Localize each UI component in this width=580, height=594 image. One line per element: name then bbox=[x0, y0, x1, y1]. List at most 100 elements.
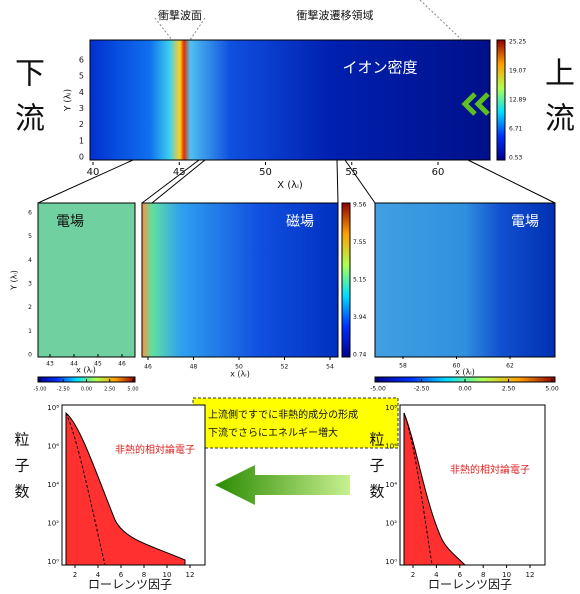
tick-label: 40 bbox=[87, 167, 100, 178]
tick-label: -2.50 bbox=[57, 387, 70, 393]
figure: 衝撃波面 衝撃波遷移領域 下 流 上 流 イオン密度 X (λᵢ) Y (λᵢ)… bbox=[0, 0, 580, 594]
tick-label: 10⁴ bbox=[385, 481, 397, 489]
note: ・下流でさらにエネルギー増大 bbox=[198, 426, 338, 439]
note: ・上流側ですでに非熱的成分の形成 bbox=[198, 408, 358, 421]
tick-label: 10 bbox=[502, 571, 511, 579]
tick-label: 4 bbox=[434, 571, 439, 579]
panel-title: 電場 bbox=[56, 214, 84, 230]
arrow bbox=[215, 465, 350, 505]
tick-label: 10² bbox=[47, 520, 59, 528]
tick-label: 55 bbox=[345, 167, 358, 178]
tick-label: 45 bbox=[94, 361, 102, 368]
label: 流 bbox=[545, 102, 575, 137]
panel-title: 磁場 bbox=[286, 214, 314, 230]
tick-label: 3 bbox=[79, 104, 84, 113]
tick-label: 5 bbox=[28, 233, 32, 240]
tick-label: 9.56 bbox=[353, 202, 367, 209]
tick-label: 0.53 bbox=[509, 155, 523, 162]
tick-label: -5.00 bbox=[370, 386, 386, 393]
axis-label: 数 bbox=[369, 483, 384, 501]
label: 上 bbox=[545, 57, 575, 92]
tick-label: 5.00 bbox=[545, 386, 559, 393]
tick-label: 10² bbox=[385, 520, 397, 528]
tick-label: 10⁸ bbox=[385, 404, 397, 412]
tick-label: 4 bbox=[28, 257, 32, 264]
tick-label: 10⁰ bbox=[47, 558, 59, 566]
tick-label: 8 bbox=[481, 571, 485, 579]
tick-label: 8 bbox=[142, 571, 146, 579]
panel-title: 電場 bbox=[511, 214, 539, 230]
tick-label: 6 bbox=[119, 571, 124, 579]
tick-label: 44 bbox=[70, 361, 78, 368]
tick-label: 0 bbox=[79, 153, 84, 162]
axis-label: ローレンツ因子 bbox=[428, 578, 512, 592]
tick-label: 5.15 bbox=[353, 277, 367, 284]
tick-label: 7.55 bbox=[353, 239, 367, 246]
label: 流 bbox=[15, 102, 45, 137]
tick-label: 46 bbox=[118, 361, 126, 368]
axis-label: 粒 bbox=[14, 431, 29, 449]
tick-label: 10⁸ bbox=[47, 404, 59, 412]
tick-label: 43 bbox=[46, 361, 54, 368]
tick-label: 2 bbox=[79, 120, 84, 129]
efield-map bbox=[38, 203, 135, 357]
axis-label: ローレンツ因子 bbox=[88, 578, 172, 592]
label: 下 bbox=[15, 57, 45, 92]
tick-label: 10⁴ bbox=[47, 481, 59, 489]
tick-label: 10⁶ bbox=[47, 443, 59, 451]
label: 衝撃波遷移領域 bbox=[297, 8, 374, 22]
tick-label: 12 bbox=[526, 571, 535, 579]
axis-label: X (λᵢ) bbox=[277, 180, 303, 191]
annotation: 非熱的相対論電子 bbox=[450, 463, 530, 476]
tick-label: 46 bbox=[144, 364, 152, 371]
tick-label: 12 bbox=[186, 571, 195, 579]
tick-label: 0.00 bbox=[458, 386, 472, 393]
tick-label: 6 bbox=[79, 56, 84, 65]
tick-label: 0 bbox=[28, 352, 32, 359]
tick-label: 54 bbox=[326, 364, 334, 371]
label: 衝撃波面 bbox=[158, 8, 202, 22]
axis-label: 粒 bbox=[369, 431, 384, 449]
tick-label: 60 bbox=[432, 167, 445, 178]
tick-label: 25.25 bbox=[509, 39, 526, 46]
tick-label: 50 bbox=[259, 167, 272, 178]
tick-label: 6 bbox=[28, 210, 32, 217]
tick-label: 19.07 bbox=[509, 68, 526, 75]
tick-label: 10⁶ bbox=[385, 443, 397, 451]
axis-label: x (λᵢ) bbox=[76, 366, 96, 375]
tick-label: 10 bbox=[163, 571, 172, 579]
tick-label: 3.94 bbox=[353, 314, 367, 321]
axis-label: 子 bbox=[14, 457, 29, 475]
tick-label: 6 bbox=[458, 571, 463, 579]
tick-label: -2.50 bbox=[414, 386, 430, 393]
tick-label: 4 bbox=[96, 571, 101, 579]
tick-label: 2.50 bbox=[502, 386, 516, 393]
colorbar bbox=[342, 203, 350, 357]
tick-label: 48 bbox=[190, 364, 198, 371]
tick-label: 0.00 bbox=[81, 387, 92, 393]
tick-label: 58 bbox=[399, 363, 407, 370]
tick-label: 0.74 bbox=[353, 352, 367, 359]
tick-label: 10⁰ bbox=[385, 558, 397, 566]
tick-label: 1 bbox=[28, 328, 32, 335]
tick-label: 2 bbox=[73, 571, 77, 579]
axis-label: Y (λᵢ) bbox=[10, 270, 19, 291]
tick-label: 5.00 bbox=[127, 387, 138, 393]
panel-title: イオン密度 bbox=[342, 59, 417, 77]
tick-label: 52 bbox=[281, 364, 289, 371]
tick-label: -5.00 bbox=[34, 387, 47, 393]
tick-label: 12.89 bbox=[509, 97, 526, 104]
axis-label: Y (λᵢ) bbox=[64, 89, 74, 112]
axis-label: 数 bbox=[14, 483, 29, 501]
tick-label: 3 bbox=[28, 281, 32, 288]
tick-label: 4 bbox=[79, 88, 84, 97]
tick-label: 2 bbox=[28, 304, 32, 311]
tick-label: 1 bbox=[79, 136, 84, 145]
density-map bbox=[90, 40, 490, 160]
axis-label: 子 bbox=[369, 457, 384, 475]
tick-label: 60 bbox=[453, 363, 461, 370]
tick-label: 6.71 bbox=[509, 126, 523, 133]
tick-label: 2 bbox=[411, 571, 415, 579]
tick-label: 50 bbox=[235, 364, 243, 371]
tick-label: 2.50 bbox=[104, 387, 115, 393]
